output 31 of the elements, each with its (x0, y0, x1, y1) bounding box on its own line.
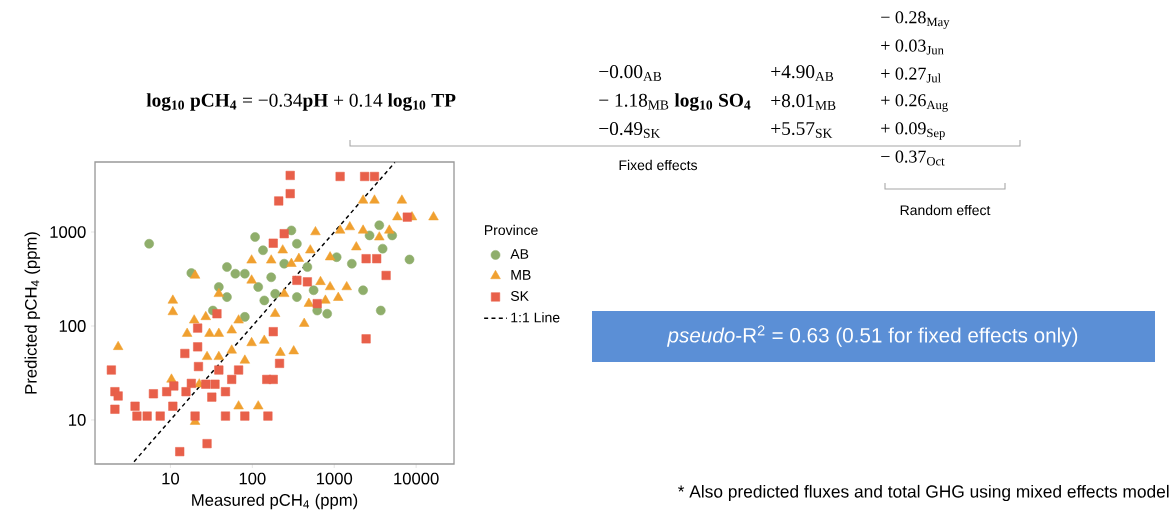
text: log$_{10}$ pCH$_{4}$ = −0.34pH + 0.14 log$_{10}$ TP (146, 93, 456, 111)
text: +5.57$_{SK}$ (771, 122, 833, 138)
x-tick-label: 1000 (316, 472, 353, 485)
x-axis-title: Measured pCH$_{4}$ (ppm) (192, 493, 358, 510)
y-tick-label: 100 (59, 320, 86, 332)
text: − 1.18$_{MB}$ log$_{10}$ SO$_{4}$ (599, 93, 751, 111)
legend-label: MB (511, 270, 531, 280)
text: +4.90$_{AB}$ (771, 65, 834, 81)
text: +8.01$_{MB}$ (771, 94, 836, 110)
text: + 0.03$_{Jun}$ (881, 39, 944, 55)
text: + 0.27$_{Jul}$ (881, 67, 941, 83)
text: Fixed effects (619, 159, 698, 171)
text: + 0.09$_{Sep}$ (881, 122, 945, 140)
legend-title: Province (485, 224, 538, 236)
x-tick-label: 100 (239, 472, 266, 485)
legend-label: 1:1 Line (511, 312, 560, 323)
y-tick-label: 1000 (50, 226, 86, 238)
text: − 0.37$_{Oct}$ (881, 150, 945, 166)
text: −0.00$_{AB}$ (599, 65, 662, 81)
legend-label: SK (510, 291, 529, 301)
text: −0.49$_{SK}$ (599, 122, 661, 138)
legend-label: AB (510, 249, 529, 259)
text: pseudo-R$^{2}$ = 0.63 (0.51 for fixed effects only) (666, 325, 1078, 347)
text: − 0.28$_{May}$ (881, 11, 950, 29)
x-tick-label: 10000 (394, 472, 439, 485)
text: Random effect (900, 204, 991, 216)
y-axis-title: Predicted pCH$_{4}$ (ppm) (24, 232, 41, 394)
y-tick-label: 10 (69, 414, 86, 426)
x-tick-label: 10 (162, 472, 180, 485)
text: * Also predicted fluxes and total GHG using mixed effects model (678, 484, 1169, 502)
text: + 0.26$_{Aug}$ (881, 94, 948, 112)
